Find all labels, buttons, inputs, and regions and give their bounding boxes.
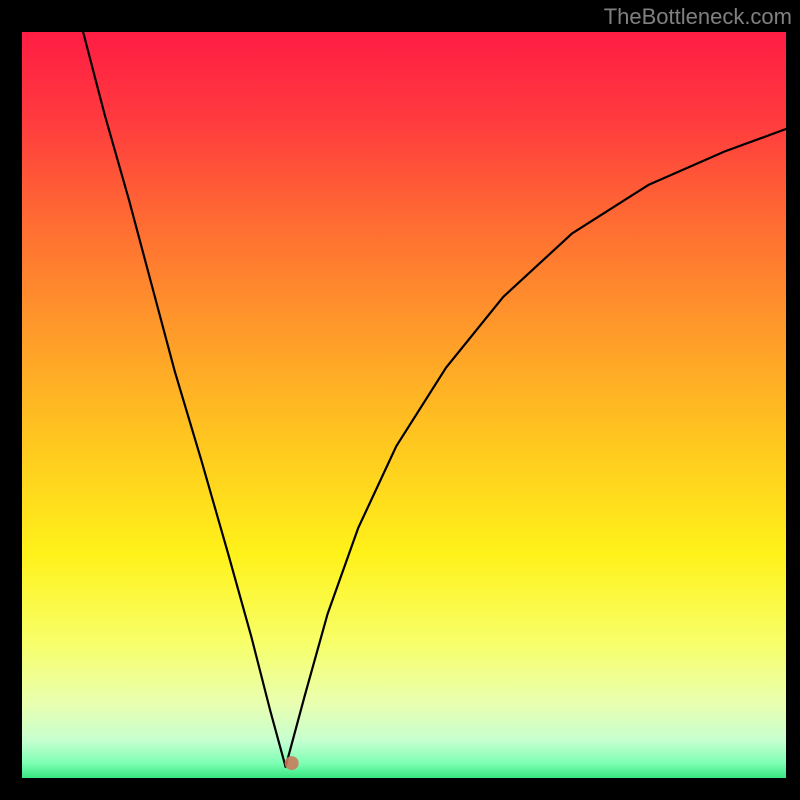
chart-outer-frame xyxy=(0,0,800,800)
chart-background xyxy=(22,32,786,778)
watermark-text: TheBottleneck.com xyxy=(604,4,792,30)
chart-svg xyxy=(22,32,786,778)
bottleneck-marker xyxy=(285,756,299,770)
chart-plot-area xyxy=(22,32,786,778)
